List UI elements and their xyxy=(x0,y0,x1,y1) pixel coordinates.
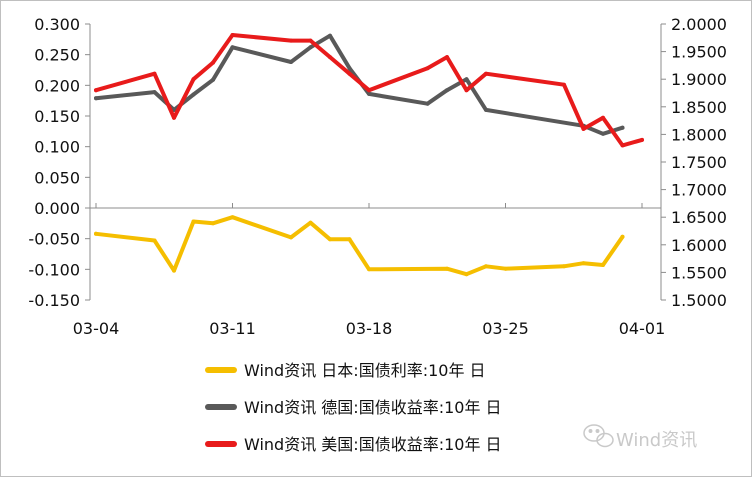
data-point-germany xyxy=(484,107,488,112)
left-tick-label: -0.150 xyxy=(28,291,80,310)
data-point-japan xyxy=(328,237,332,242)
data-point-us xyxy=(367,88,371,93)
data-point-japan xyxy=(191,219,196,224)
data-point-germany xyxy=(328,33,332,38)
right-tick-label: 1.8000 xyxy=(671,125,727,144)
data-point-us xyxy=(191,77,196,82)
left-tick-label: -0.100 xyxy=(28,260,80,279)
data-point-us xyxy=(308,38,313,43)
data-point-germany xyxy=(367,91,371,96)
data-point-us xyxy=(230,33,235,37)
axes: 0.300 0.250 0.200 0.150 0.100 0.050 0.000 -0.05… xyxy=(28,15,727,338)
right-tick-label: 2.0000 xyxy=(671,15,727,34)
data-point-us xyxy=(94,88,98,93)
data-point-us xyxy=(601,115,605,120)
data-point-japan xyxy=(347,237,352,242)
data-point-us xyxy=(484,71,488,76)
data-point-germany xyxy=(230,45,235,50)
data-point-japan xyxy=(484,264,488,269)
x-tick-label: 03-04 xyxy=(73,319,120,338)
right-tick-label: 1.9500 xyxy=(671,43,727,62)
data-point-us xyxy=(328,55,332,60)
wechat-icon xyxy=(583,424,614,448)
data-point-japan xyxy=(367,267,371,272)
data-point-japan xyxy=(289,235,293,240)
right-tick-label: 1.5000 xyxy=(671,291,727,310)
data-point-germany xyxy=(94,96,98,101)
data-point-japan xyxy=(94,231,98,236)
right-tick-label: 1.5500 xyxy=(671,263,727,282)
watermark-text: Wind资讯 xyxy=(616,430,697,451)
data-point-germany xyxy=(211,77,215,82)
data-point-japan xyxy=(562,264,566,269)
data-point-japan xyxy=(464,272,469,277)
left-tick-label: -0.050 xyxy=(28,230,80,249)
data-point-us xyxy=(425,66,430,71)
data-point-japan xyxy=(308,220,313,225)
left-tick-label: 0.200 xyxy=(34,76,80,95)
data-point-us xyxy=(640,137,644,142)
data-point-germany xyxy=(191,92,196,97)
legend: Wind资讯 日本:国债利率:10年 日 Wind资讯 德国:国债收益率:10年 … xyxy=(205,361,502,454)
data-point-us xyxy=(464,88,469,93)
right-tick-label: 1.6000 xyxy=(671,236,727,255)
data-point-us xyxy=(211,60,215,65)
data-point-us xyxy=(620,143,625,148)
series-lines xyxy=(94,33,644,277)
data-point-us xyxy=(289,38,293,43)
x-tick-label: 03-25 xyxy=(482,319,529,338)
right-tick-label: 1.6500 xyxy=(671,208,727,227)
left-tick-label: 0.100 xyxy=(34,138,80,157)
legend-label-japan: Wind资讯 日本:国债利率:10年 日 xyxy=(244,361,486,380)
data-point-us xyxy=(562,82,566,87)
data-point-japan xyxy=(445,266,449,271)
data-point-us xyxy=(152,71,157,76)
right-tick-label: 1.7000 xyxy=(671,181,727,200)
legend-label-us: Wind资讯 美国:国债收益率:10年 日 xyxy=(244,435,502,454)
data-point-germany xyxy=(425,101,430,106)
right-tick-label: 1.7500 xyxy=(671,153,727,172)
data-point-us xyxy=(581,126,586,131)
x-tick-label: 04-01 xyxy=(619,319,666,338)
right-tick-label: 1.8500 xyxy=(671,98,727,117)
data-point-japan xyxy=(211,221,215,226)
left-tick-label: 0.250 xyxy=(34,46,80,65)
data-point-germany xyxy=(347,66,352,71)
series-line-germany xyxy=(94,33,625,136)
x-tick-label: 03-18 xyxy=(346,319,393,338)
data-point-germany xyxy=(152,90,157,95)
data-point-japan xyxy=(620,234,625,239)
data-point-us xyxy=(347,71,352,76)
x-tick-label: 03-11 xyxy=(209,319,256,338)
data-point-japan xyxy=(230,215,235,220)
data-point-germany xyxy=(308,45,313,50)
left-tick-label: 0.150 xyxy=(34,107,80,126)
legend-label-germany: Wind资讯 德国:国债收益率:10年 日 xyxy=(244,398,502,417)
right-tick-label: 1.9000 xyxy=(671,70,727,89)
data-point-us xyxy=(445,55,449,60)
data-point-us xyxy=(172,115,176,120)
left-tick-label: 0.050 xyxy=(34,168,80,187)
series-line-us xyxy=(94,33,644,148)
left-tick-label: 0.300 xyxy=(34,15,80,34)
data-point-japan xyxy=(581,261,586,266)
left-tick-label: 0.000 xyxy=(34,199,80,218)
data-point-germany xyxy=(601,131,605,136)
data-point-germany xyxy=(445,88,449,93)
data-point-japan xyxy=(503,266,508,271)
data-point-japan xyxy=(152,238,157,243)
data-point-japan xyxy=(601,263,605,267)
data-point-japan xyxy=(172,268,176,273)
data-point-germany xyxy=(289,60,293,64)
watermark: Wind资讯 xyxy=(583,424,697,451)
data-point-germany xyxy=(464,77,469,82)
data-point-germany xyxy=(620,125,625,130)
